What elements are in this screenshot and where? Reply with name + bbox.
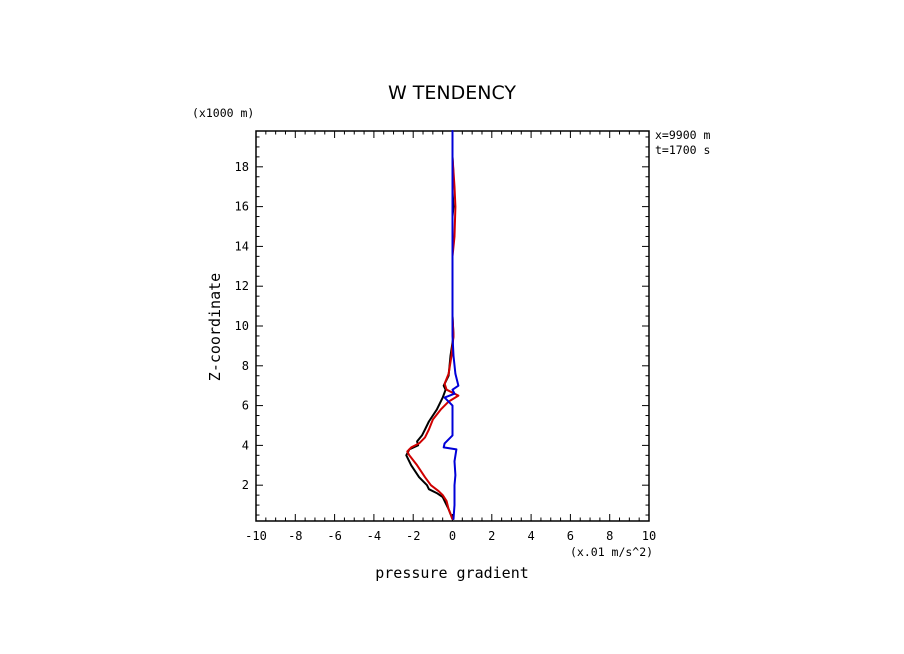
x-axis-label: pressure gradient (375, 564, 529, 582)
annotation-t: t=1700 s (655, 143, 710, 157)
x-tick-label: 6 (567, 529, 574, 543)
axis-ticks: -10 -8 -6 -4 -2 0 2 4 6 8 10 2 4 6 8 10 12 14 16 18 (235, 131, 656, 543)
y-tick-label: 2 (242, 478, 249, 492)
x-tick-label: 0 (449, 529, 456, 543)
x-tick-label: -4 (367, 529, 381, 543)
y-tick-label: 8 (242, 359, 249, 373)
x-tick-label: 10 (642, 529, 656, 543)
x-tick-label: -8 (288, 529, 302, 543)
series-group (405, 130, 460, 520)
x-tick-label: 8 (606, 529, 613, 543)
x-tick-label: 2 (488, 529, 495, 543)
chart-title: W TENDENCY (388, 82, 516, 104)
x-units-label: (x.01 m/s^2) (570, 545, 653, 559)
y-tick-label: 14 (235, 239, 249, 253)
y-tick-label: 4 (242, 438, 249, 452)
x-tick-label: 4 (527, 529, 534, 543)
y-tick-label: 18 (235, 160, 249, 174)
series-line-3 (442, 130, 460, 520)
y-units-label: (x1000 m) (192, 106, 254, 120)
y-tick-label: 10 (235, 319, 249, 333)
x-tick-label: -6 (327, 529, 341, 543)
y-tick-label: 6 (242, 399, 249, 413)
series-line-2 (406, 134, 460, 520)
y-tick-label: 16 (235, 200, 249, 214)
x-tick-label: -10 (245, 529, 267, 543)
y-axis-label: Z-coordinate (206, 273, 224, 381)
annotation-x: x=9900 m (655, 128, 710, 142)
y-tick-label: 12 (235, 279, 249, 293)
x-tick-label: -2 (406, 529, 420, 543)
